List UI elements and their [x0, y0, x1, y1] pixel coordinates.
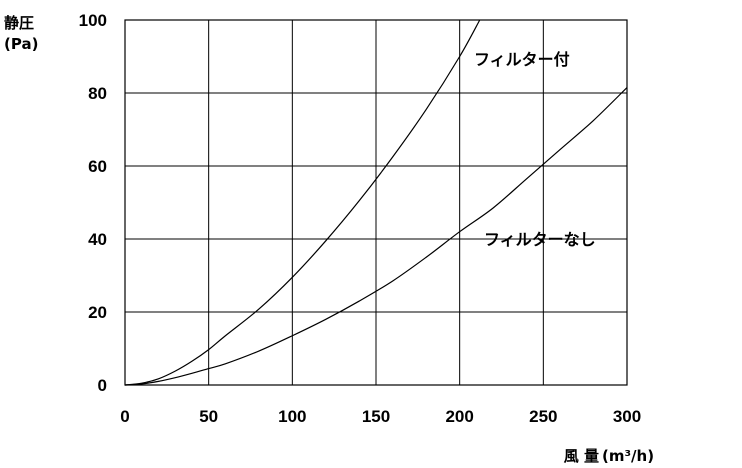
y-axis-unit: (Pa): [4, 35, 38, 53]
grid: [124, 19, 628, 386]
y-tick-label: 80: [88, 84, 107, 103]
x-tick-label: 150: [362, 407, 390, 426]
x-tick-label: 0: [120, 407, 129, 426]
y-tick-label: 60: [88, 157, 107, 176]
y-tick-labels: 0 20 40 60 80 100: [79, 11, 107, 395]
x-axis-title: 風 量: [564, 447, 599, 465]
y-tick-label: 40: [88, 230, 107, 249]
y-tick-label: 100: [79, 11, 107, 30]
y-axis-title: 静圧: [4, 14, 34, 32]
y-tick-label: 0: [98, 376, 107, 395]
x-tick-label: 300: [613, 407, 641, 426]
x-tick-label: 50: [199, 407, 218, 426]
series-line-1: [124, 87, 628, 386]
y-tick-label: 20: [88, 303, 107, 322]
plot-frame: [124, 19, 628, 386]
series-label-no-filter: フィルターなし: [484, 230, 596, 249]
series-line-0: [124, 19, 481, 386]
x-tick-label: 100: [278, 407, 306, 426]
x-tick-labels: 0 50 100 150 200 250 300: [120, 407, 641, 426]
x-tick-label: 250: [529, 407, 557, 426]
x-axis-unit: (m³/h): [602, 447, 654, 465]
series-label-with-filter: フィルター付: [474, 50, 570, 69]
x-tick-label: 200: [445, 407, 473, 426]
curves: [124, 19, 628, 386]
